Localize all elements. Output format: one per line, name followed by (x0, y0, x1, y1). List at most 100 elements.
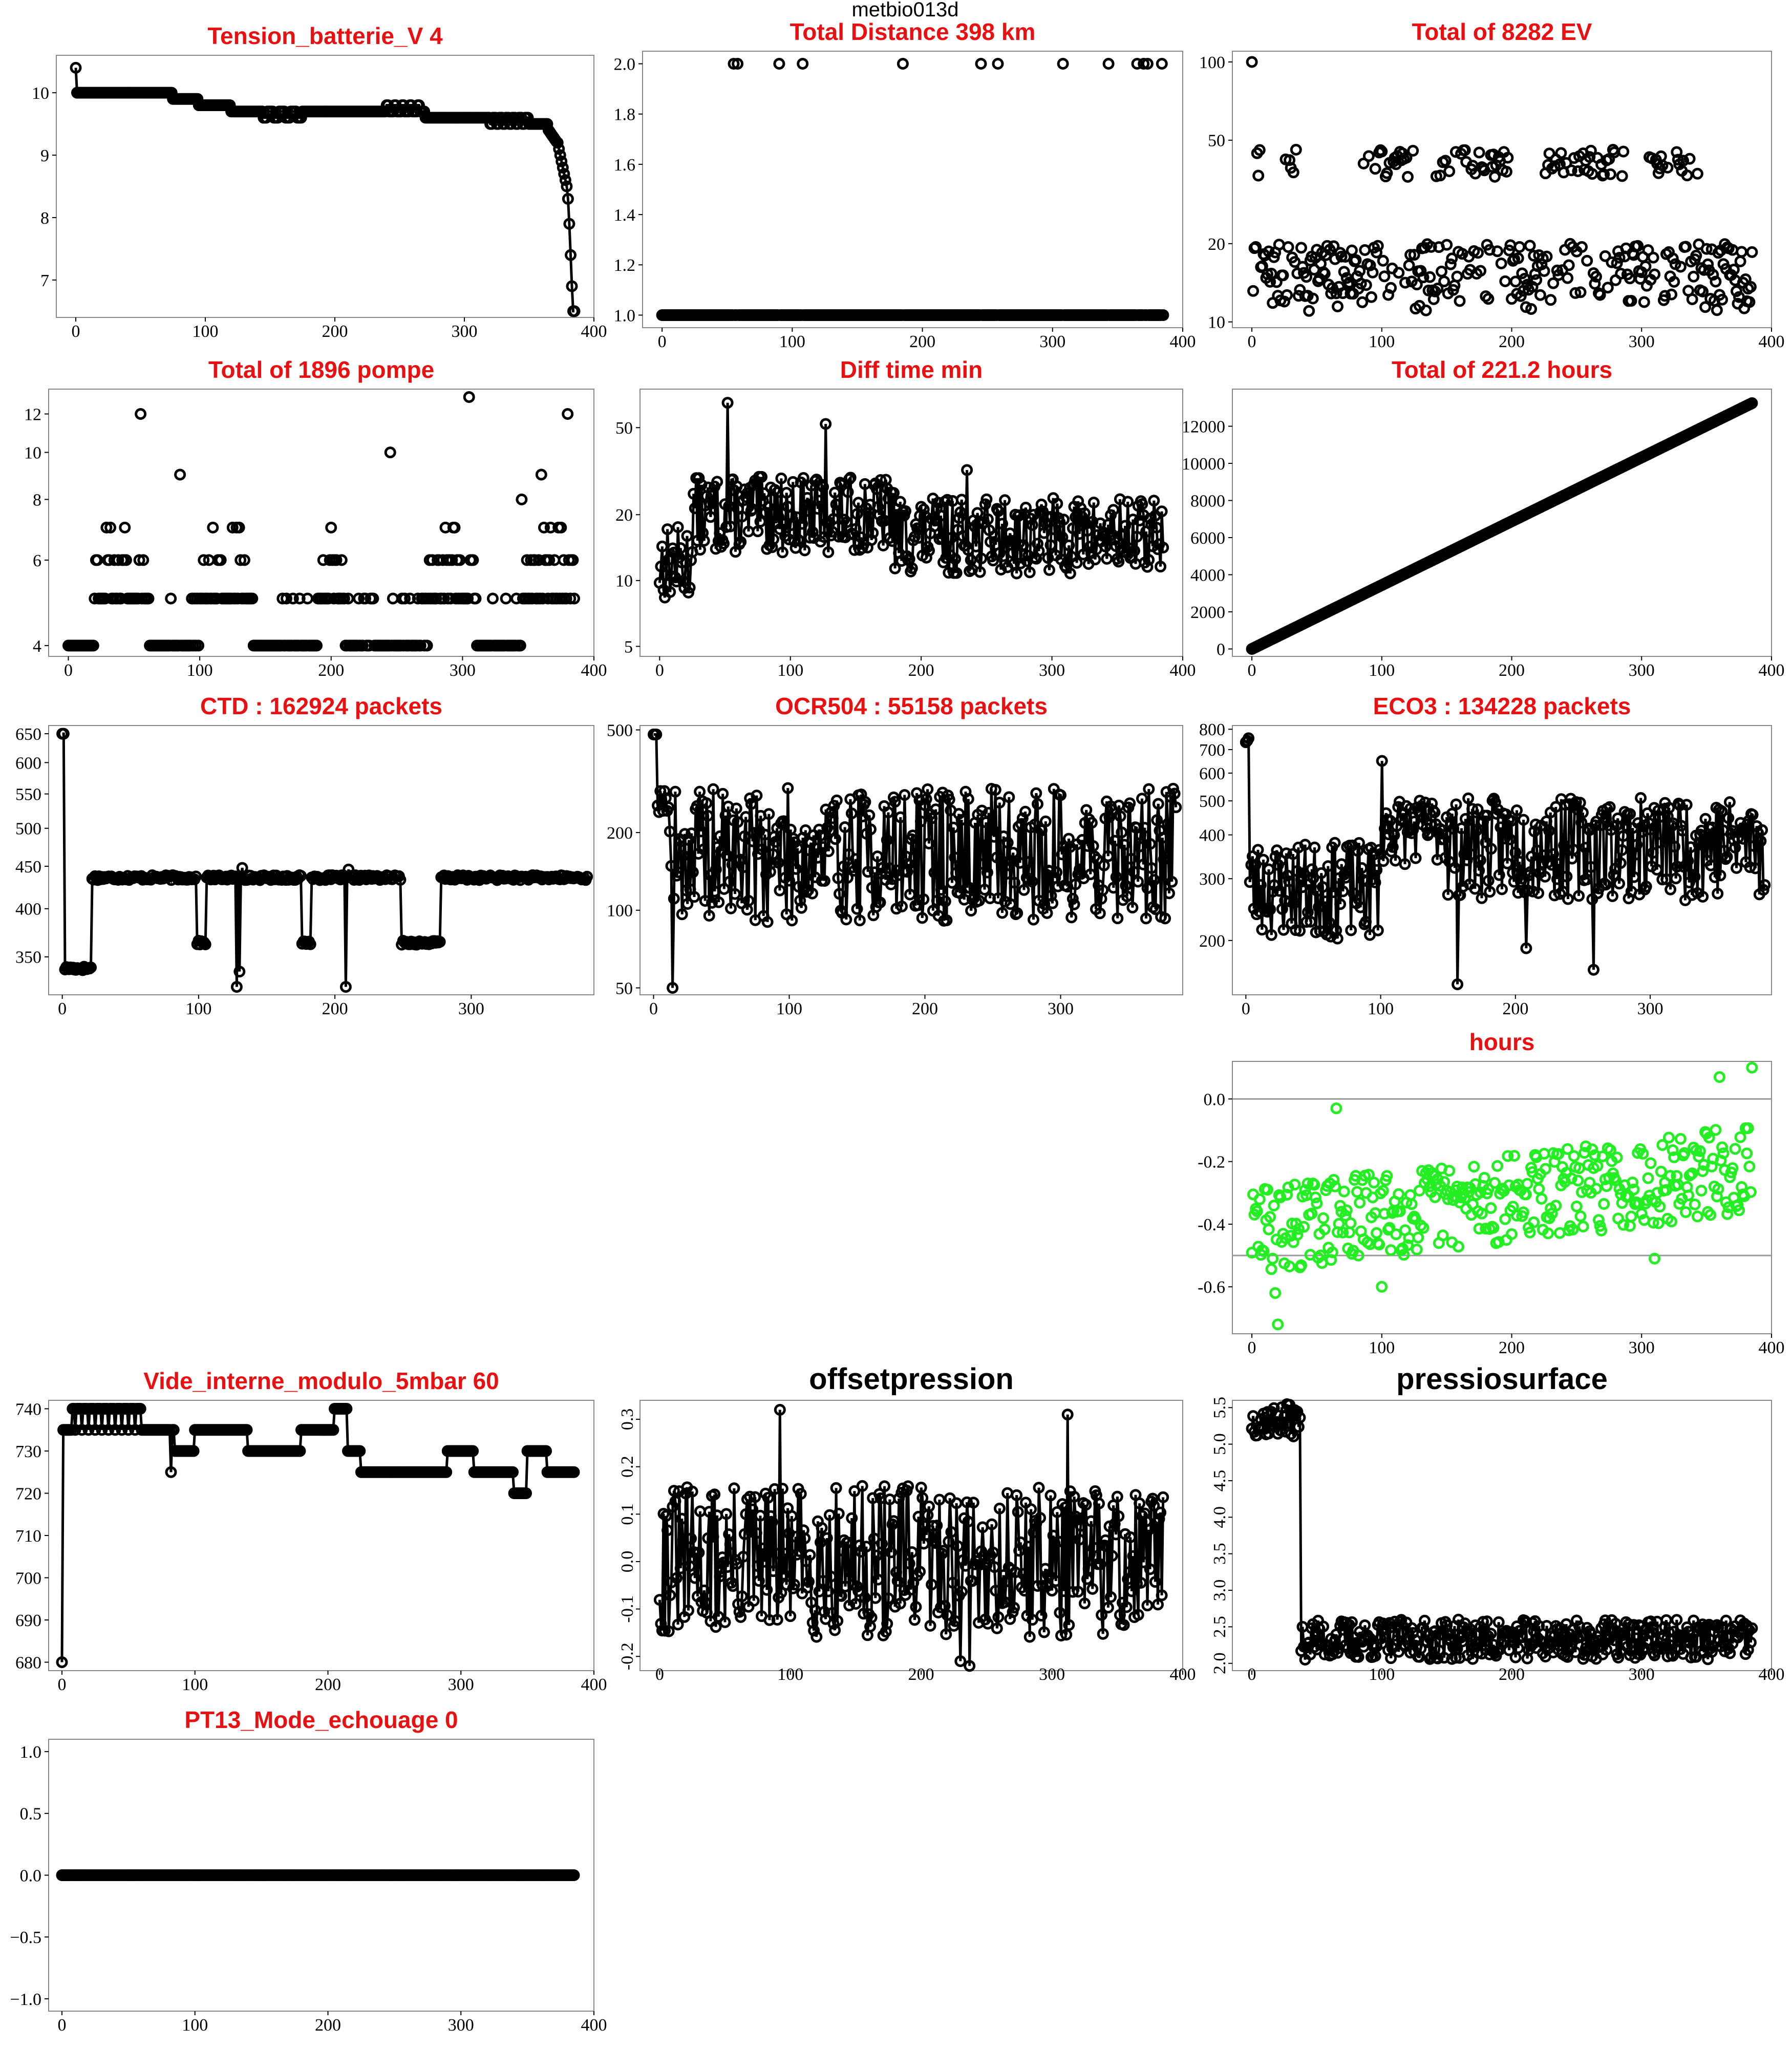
x-tick-label: 0 (658, 332, 667, 351)
data-point (207, 521, 219, 534)
data-point (1525, 303, 1538, 315)
data-point (566, 280, 578, 292)
y-tick-label: 8000 (1190, 492, 1225, 510)
data-point (1690, 249, 1702, 262)
data-point (1677, 155, 1689, 167)
y-tick-label: -0.1 (618, 1595, 637, 1623)
data-point (897, 58, 909, 70)
data-point (1691, 1210, 1703, 1223)
data-point (563, 218, 575, 230)
data-point (356, 639, 369, 652)
plot-area (56, 55, 594, 318)
x-tick-label: 400 (1759, 1665, 1785, 1684)
y-tick-label: 50 (615, 979, 633, 998)
data-point (1615, 268, 1627, 280)
y-tick-label: 200 (607, 824, 633, 843)
data-point (1731, 285, 1742, 297)
y-tick-label: 10 (1208, 313, 1225, 332)
data-point (1581, 254, 1593, 267)
x-tick-label: 0 (1248, 1665, 1256, 1684)
data-point (1376, 145, 1388, 158)
data-point (553, 143, 565, 155)
data-point (1639, 260, 1652, 272)
data-point (1541, 250, 1553, 263)
data-point (1269, 1287, 1282, 1299)
data-point (1500, 165, 1512, 178)
x-tick-label: 0 (1248, 1338, 1256, 1357)
data-point (1613, 251, 1626, 264)
data-point (1253, 144, 1266, 156)
data-point (1710, 1124, 1722, 1136)
y-tick-label: 2000 (1190, 603, 1225, 622)
data-point (1586, 168, 1598, 180)
data-point (1377, 254, 1389, 267)
data-point (1290, 143, 1302, 156)
y-tick-label: 1.2 (614, 256, 636, 275)
data-point (1338, 266, 1350, 278)
y-tick-label: 100 (1199, 53, 1225, 72)
data-point (395, 105, 407, 118)
chart-title: offsetpression (809, 1362, 1014, 1396)
x-tick-label: 200 (1499, 1338, 1525, 1357)
data-point (293, 592, 306, 605)
data-point (1503, 244, 1515, 257)
data-point (1399, 276, 1411, 289)
x-tick-label: 400 (1759, 1338, 1785, 1357)
data-point (1485, 1202, 1497, 1214)
data-point (1459, 144, 1471, 156)
data-point (1562, 272, 1574, 284)
x-tick-label: 100 (776, 999, 802, 1018)
data-point (1343, 276, 1355, 289)
data-point (1574, 1210, 1587, 1222)
data-point (1338, 1185, 1350, 1198)
data-point (238, 554, 250, 566)
x-tick-label: 300 (1629, 332, 1655, 351)
data-point (414, 639, 426, 652)
data-point (1371, 246, 1383, 259)
data-point (359, 592, 371, 605)
data-point (1555, 147, 1567, 159)
data-point (1393, 267, 1405, 279)
y-tick-label: 12000 (1182, 417, 1225, 436)
data-point (281, 592, 292, 605)
data-point (1534, 289, 1546, 301)
y-tick-label: 680 (15, 1653, 41, 1672)
y-tick-label: 0.1 (618, 1503, 637, 1525)
data-point (1385, 1244, 1397, 1256)
data-point (500, 592, 512, 605)
data-point (1265, 1263, 1277, 1275)
x-tick-label: 0 (1248, 332, 1256, 351)
chart-title: Total of 1896 pompe (208, 356, 434, 383)
data-point (1661, 161, 1674, 174)
data-point (1252, 169, 1265, 182)
x-tick-label: 100 (185, 999, 211, 1018)
plot-area (48, 725, 594, 995)
x-tick-label: 100 (182, 1675, 208, 1694)
x-tick-label: 300 (1039, 332, 1065, 351)
data-point (1300, 271, 1313, 283)
data-point (1645, 1157, 1657, 1169)
x-tick-label: 300 (1629, 1338, 1655, 1357)
data-point (728, 58, 740, 70)
y-tick-label: 9 (40, 146, 49, 165)
y-tick-label: 5.0 (1210, 1433, 1229, 1455)
chart-title: Vide_interne_modulo_5mbar 60 (143, 1368, 499, 1394)
y-tick-label: 0.0 (618, 1551, 637, 1573)
data-point (1533, 1183, 1545, 1195)
data-point (1585, 144, 1597, 157)
data-point (1367, 266, 1379, 279)
y-tick-label: 550 (15, 785, 41, 804)
y-tick-label: 3.0 (1210, 1580, 1229, 1602)
y-tick-label: 20 (615, 506, 633, 525)
data-point (1366, 291, 1377, 303)
x-tick-label: 300 (1629, 661, 1655, 680)
data-point (1625, 1210, 1637, 1223)
data-point (551, 137, 564, 149)
y-tick-label: 100 (607, 902, 633, 921)
x-tick-label: 300 (1048, 999, 1074, 1018)
data-point (1655, 1165, 1667, 1178)
